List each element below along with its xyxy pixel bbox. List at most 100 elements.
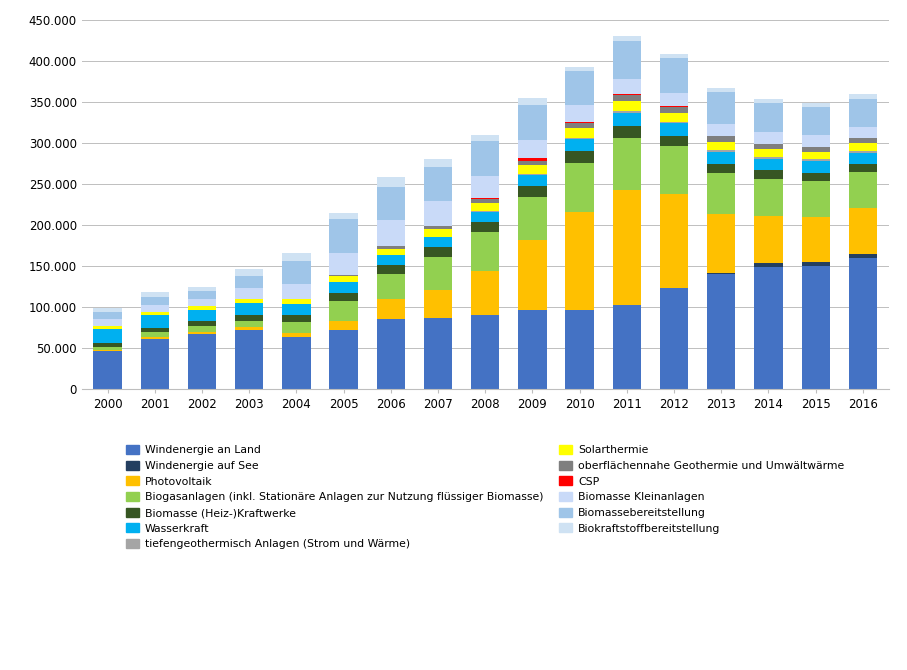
Bar <box>849 259 877 389</box>
Bar <box>282 284 310 299</box>
Bar <box>518 105 547 139</box>
Bar <box>849 151 877 153</box>
Bar <box>376 246 405 249</box>
Bar <box>518 241 547 310</box>
Bar <box>660 146 688 194</box>
Bar <box>235 321 263 327</box>
Bar <box>660 123 688 135</box>
Bar <box>376 299 405 319</box>
Bar <box>376 255 405 265</box>
Bar <box>565 123 594 128</box>
Bar <box>660 288 688 389</box>
Bar <box>755 267 783 389</box>
Bar <box>660 122 688 123</box>
Bar <box>613 113 641 126</box>
Bar <box>660 194 688 288</box>
Bar <box>802 173 830 181</box>
Bar <box>329 330 357 389</box>
Bar <box>424 247 453 257</box>
Bar <box>376 178 405 187</box>
Bar <box>424 257 453 289</box>
Bar <box>707 150 736 152</box>
Bar <box>424 229 453 237</box>
Bar <box>565 139 594 151</box>
Bar <box>188 334 216 389</box>
Bar <box>518 175 547 186</box>
Bar <box>141 312 169 316</box>
Bar <box>849 164 877 172</box>
Bar <box>802 152 830 159</box>
Bar <box>282 299 310 304</box>
Bar <box>424 318 453 389</box>
Bar <box>518 310 547 389</box>
Bar <box>235 299 263 304</box>
Bar <box>613 42 641 79</box>
Bar <box>93 326 122 329</box>
Bar <box>282 322 310 333</box>
Bar <box>424 159 453 167</box>
Bar <box>518 186 547 197</box>
Bar <box>755 98 783 103</box>
Legend: Windenergie an Land, Windenergie auf See, Photovoltaik, Biogasanlagen (inkl. Sta: Windenergie an Land, Windenergie auf See… <box>123 442 847 553</box>
Bar <box>707 142 736 150</box>
Bar <box>849 172 877 208</box>
Bar <box>471 141 500 176</box>
Bar <box>376 274 405 299</box>
Bar <box>235 269 263 276</box>
Bar <box>518 139 547 159</box>
Bar <box>471 315 500 389</box>
Bar <box>755 263 783 267</box>
Bar <box>282 333 310 337</box>
Bar <box>755 149 783 157</box>
Bar <box>188 326 216 332</box>
Bar <box>93 351 122 389</box>
Bar <box>802 266 830 389</box>
Bar <box>613 79 641 94</box>
Bar <box>802 161 830 173</box>
Bar <box>565 138 594 139</box>
Bar <box>755 159 783 170</box>
Bar <box>660 54 688 58</box>
Bar <box>141 328 169 332</box>
Bar <box>282 261 310 284</box>
Bar <box>141 297 169 305</box>
Bar <box>93 312 122 320</box>
Bar <box>707 136 736 142</box>
Bar <box>424 226 453 229</box>
Bar <box>707 123 736 136</box>
Bar <box>755 157 783 159</box>
Bar <box>802 262 830 266</box>
Bar <box>660 135 688 146</box>
Bar <box>660 58 688 92</box>
Bar <box>802 147 830 152</box>
Bar <box>282 253 310 261</box>
Bar <box>471 203 500 211</box>
Bar <box>471 222 500 232</box>
Bar <box>329 275 357 277</box>
Bar <box>849 153 877 164</box>
Bar <box>93 347 122 350</box>
Bar <box>518 159 547 161</box>
Bar <box>660 113 688 122</box>
Bar <box>93 343 122 347</box>
Bar <box>329 253 357 275</box>
Bar <box>660 106 688 107</box>
Bar <box>707 214 736 273</box>
Bar <box>282 304 310 315</box>
Bar <box>329 282 357 293</box>
Bar <box>755 144 783 149</box>
Bar <box>188 291 216 299</box>
Bar <box>471 176 500 198</box>
Bar <box>849 139 877 143</box>
Bar <box>613 101 641 111</box>
Bar <box>93 308 122 312</box>
Bar <box>235 327 263 330</box>
Bar <box>565 151 594 163</box>
Bar <box>329 301 357 322</box>
Bar <box>424 201 453 226</box>
Bar <box>376 187 405 220</box>
Bar <box>565 105 594 122</box>
Bar <box>424 289 453 318</box>
Bar <box>471 135 500 141</box>
Bar <box>707 88 736 92</box>
